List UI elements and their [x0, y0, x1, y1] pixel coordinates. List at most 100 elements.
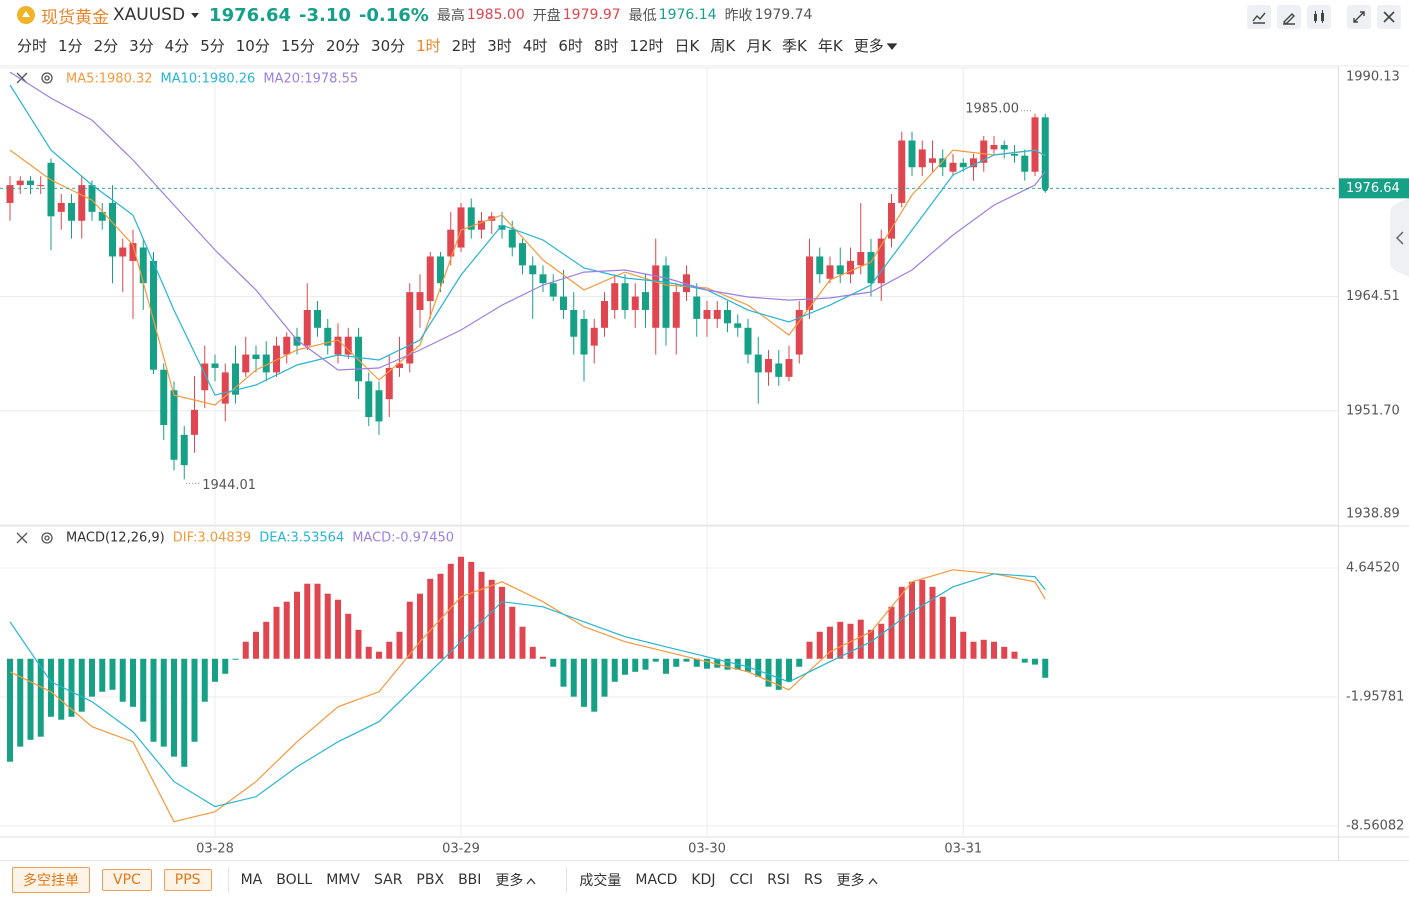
candle-body	[150, 260, 157, 370]
period-option[interactable]: 10分	[235, 36, 270, 55]
tool-button[interactable]: VPC	[102, 869, 152, 891]
macd-bar	[796, 658, 803, 667]
candle-body	[232, 363, 239, 395]
tool-candle[interactable]	[1307, 5, 1331, 29]
main-indicator-more[interactable]: 更多	[495, 870, 536, 890]
period-more[interactable]: 更多	[854, 35, 897, 56]
more-chevron	[526, 878, 536, 885]
candle-body	[631, 296, 639, 310]
candle-body	[355, 336, 362, 382]
period-option[interactable]: 季K	[782, 36, 807, 55]
macd-bar	[929, 586, 936, 659]
period-option[interactable]: 年K	[817, 36, 843, 55]
tool-button[interactable]: 多空挂单	[12, 867, 90, 893]
candle-body	[129, 243, 137, 261]
macd-bar	[1021, 658, 1028, 663]
settings-icon-center	[44, 75, 50, 81]
prev-close-label: 昨收	[724, 8, 753, 24]
macd-bar	[283, 601, 290, 659]
period-option[interactable]: 4时	[522, 36, 548, 55]
candle-body	[683, 274, 690, 293]
legend-entry: MA5:1980.32	[66, 72, 153, 87]
period-option[interactable]: 2时	[451, 36, 477, 55]
tool-line[interactable]	[1247, 5, 1271, 29]
collapse-tab[interactable]	[1390, 198, 1409, 277]
macd-bar	[509, 606, 516, 659]
period-option[interactable]: 日K	[674, 36, 700, 55]
macd-bar	[909, 581, 915, 659]
period-option[interactable]: 30分	[371, 36, 406, 55]
macd-bar	[632, 658, 639, 672]
macd-bar	[160, 658, 167, 747]
symbol-dropdown[interactable]	[189, 10, 201, 20]
sub-indicator[interactable]: RS	[803, 872, 823, 888]
macd-bar	[673, 658, 680, 667]
macd-bar	[837, 621, 844, 659]
tool-close[interactable]	[1377, 5, 1401, 29]
sub-indicator[interactable]: RSI	[767, 872, 790, 888]
period-option[interactable]: 20分	[325, 36, 361, 55]
main-indicator[interactable]: BBI	[458, 872, 482, 888]
candle-body	[549, 283, 557, 297]
settings-icon-center	[44, 535, 50, 541]
candle-body	[775, 363, 783, 377]
ma-line	[9, 149, 1046, 406]
candle-body	[765, 359, 772, 373]
period-option[interactable]: 15分	[280, 36, 315, 55]
period-option[interactable]: 1时	[416, 36, 441, 55]
candle-body	[273, 345, 280, 373]
macd-bar	[130, 658, 136, 707]
macd-bar	[1011, 651, 1018, 659]
candle-body	[16, 180, 24, 186]
sub-indicator[interactable]: 成交量	[579, 873, 622, 889]
candle-body	[1000, 144, 1008, 150]
period-option[interactable]: 周K	[710, 36, 736, 55]
candle-body	[160, 369, 168, 426]
price: 1976.64	[209, 4, 292, 26]
macd-bar	[253, 631, 259, 659]
symbol-code[interactable]: XAUUSD	[113, 5, 186, 25]
main-indicator[interactable]: MA	[240, 872, 263, 888]
close-icon[interactable]	[16, 532, 28, 544]
settings-icon[interactable]	[41, 72, 53, 84]
sub-indicator[interactable]: MACD	[635, 872, 678, 888]
macd-bar	[201, 658, 208, 702]
settings-icon[interactable]	[41, 532, 53, 544]
period-option[interactable]: 月K	[746, 36, 772, 55]
legend-entry: DIF:3.04839	[173, 531, 251, 546]
main-indicator[interactable]: PBX	[416, 872, 445, 888]
period-option[interactable]: 1分	[58, 36, 83, 55]
candle-body	[252, 354, 260, 360]
tool-draw[interactable]	[1277, 5, 1301, 29]
period-option[interactable]: 3分	[129, 36, 154, 55]
macd-bar	[960, 631, 967, 659]
main-indicator[interactable]: MMV	[326, 872, 360, 888]
macd-bar	[304, 583, 311, 659]
period-option[interactable]: 分时	[17, 36, 48, 55]
candle-body	[713, 309, 721, 319]
symbol-name[interactable]: 现货黄金	[41, 7, 109, 28]
macd-bar	[140, 658, 147, 722]
macd-bar	[693, 658, 700, 667]
candle-body	[324, 327, 332, 346]
period-option[interactable]: 4分	[164, 36, 190, 55]
candle-body	[478, 220, 485, 230]
candle-body	[170, 390, 178, 460]
sub-indicator-more[interactable]: 更多	[837, 870, 878, 890]
main-indicator[interactable]: BOLL	[276, 872, 313, 888]
candle-body	[652, 265, 660, 328]
sub-indicator[interactable]: KDJ	[691, 872, 716, 888]
tool-fullscreen[interactable]	[1347, 5, 1371, 29]
period-option[interactable]: 2分	[93, 36, 119, 55]
period-option[interactable]: 12时	[629, 36, 664, 55]
tool-button[interactable]: PPS	[163, 869, 212, 891]
period-option[interactable]: 8时	[593, 36, 619, 55]
period-option[interactable]: 5分	[200, 36, 225, 55]
candle-body	[57, 202, 65, 212]
low-label: 最低	[628, 8, 657, 24]
period-option[interactable]: 3时	[487, 36, 512, 55]
sub-indicator[interactable]: CCI	[729, 872, 754, 888]
period-option[interactable]: 6时	[558, 36, 583, 55]
candle-body	[672, 292, 680, 328]
main-indicator[interactable]: SAR	[373, 872, 403, 888]
